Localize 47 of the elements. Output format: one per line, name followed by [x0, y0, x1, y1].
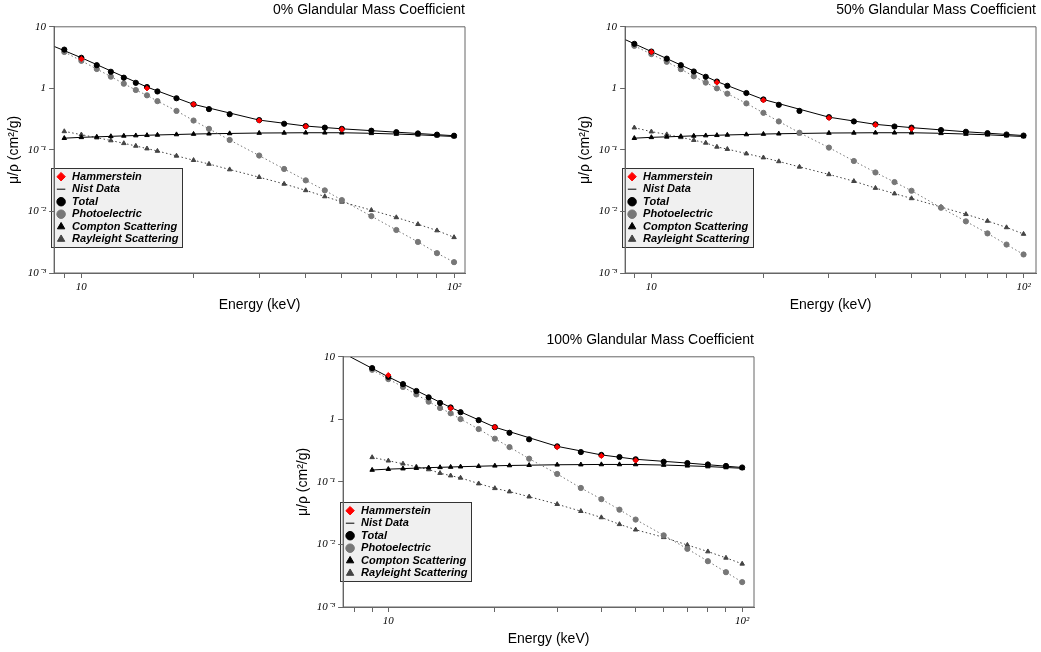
x-tick-label: 10² [1016, 280, 1032, 293]
legend-label: Photoelectric [643, 207, 713, 220]
x-axis-title: Energy (keV) [507, 630, 590, 647]
y-tick-label: 10⁻³ [27, 265, 47, 278]
x-axis-title: Energy (keV) [789, 296, 872, 313]
x-tick-label: 10 [75, 280, 88, 293]
legend-label: Hammerstein [72, 169, 143, 182]
y-tick-label: 1 [40, 81, 47, 94]
chart-title: 50% Glandular Mass Coefficient [836, 1, 1037, 18]
x-tick-label: 10² [446, 280, 462, 293]
legend-label: Rayleight Scattering [643, 232, 750, 245]
legend-label: Total [643, 194, 670, 207]
legend-label: Hammerstein [643, 169, 714, 182]
x-axis-title: Energy (keV) [218, 296, 301, 313]
legend-label: Rayleight Scattering [361, 566, 468, 579]
legend-label: Rayleight Scattering [72, 232, 179, 245]
y-tick-label: 10 [35, 19, 47, 32]
legend-label: Total [361, 528, 388, 541]
legend-label: Photoelectric [72, 207, 142, 220]
legend-label: Compton Scattering [643, 219, 749, 232]
y-axis-title: μ/ρ (cm²/g) [576, 115, 593, 184]
y-axis-title: μ/ρ (cm²/g) [5, 115, 22, 184]
legend-label: Photoelectric [361, 541, 431, 554]
y-tick-label: 10⁻² [316, 537, 336, 550]
x-tick-label: 10² [735, 614, 751, 627]
y-tick-label: 10⁻² [598, 204, 618, 217]
legend-label: Total [72, 194, 99, 207]
chart-title: 100% Glandular Mass Coefficient [546, 331, 755, 348]
legend-label: Compton Scattering [72, 219, 178, 232]
legend-label: Nist Data [72, 182, 120, 195]
y-axis-title: μ/ρ (cm²/g) [294, 447, 311, 516]
y-tick-label: 10⁻² [27, 204, 47, 217]
y-tick-label: 10⁻¹ [598, 142, 618, 155]
legend-label: Compton Scattering [361, 553, 467, 566]
y-tick-label: 10 [606, 19, 618, 32]
legend-label: Hammerstein [361, 503, 432, 516]
y-tick-label: 1 [611, 81, 618, 94]
y-tick-label: 1 [329, 412, 336, 425]
y-tick-label: 10⁻¹ [27, 142, 47, 155]
legend-label: Nist Data [643, 182, 691, 195]
y-tick-label: 10⁻³ [598, 265, 618, 278]
y-tick-label: 10⁻¹ [316, 474, 336, 487]
y-tick-label: 10 [324, 349, 336, 362]
chart-title: 0% Glandular Mass Coefficient [273, 1, 466, 18]
x-tick-label: 10 [645, 280, 658, 293]
legend-label: Nist Data [361, 516, 409, 529]
y-tick-label: 10⁻³ [316, 599, 336, 612]
